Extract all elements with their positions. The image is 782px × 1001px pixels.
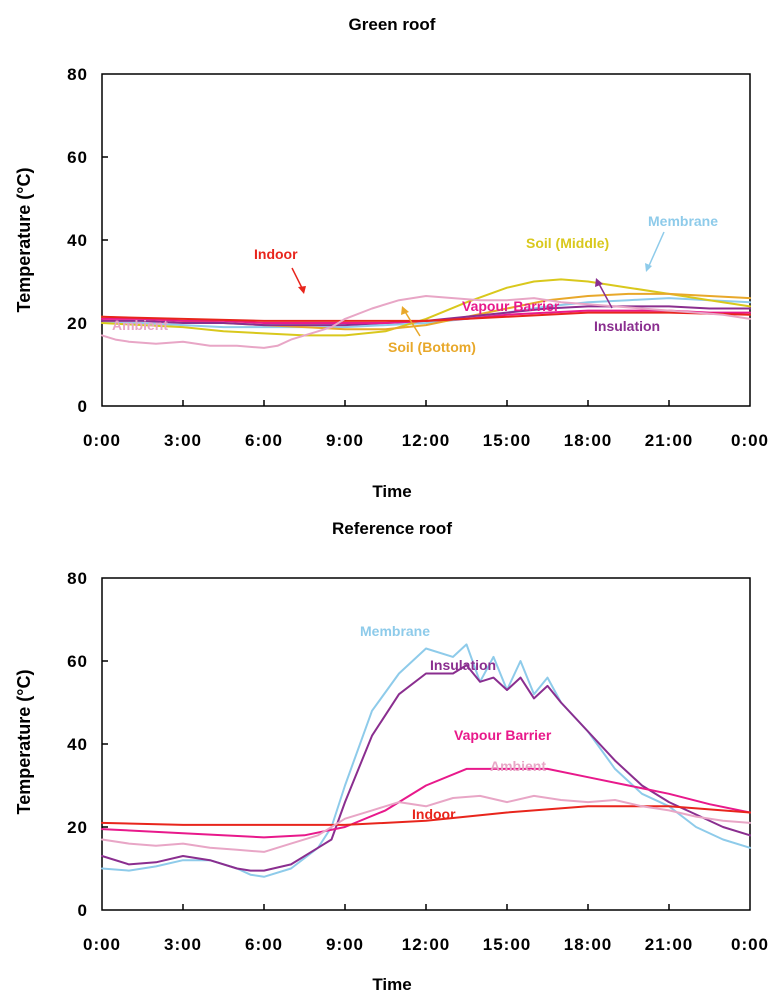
plot-area-frame — [101, 73, 751, 407]
series-line-indoor — [101, 311, 751, 322]
y-tick-label: 40 — [67, 735, 88, 754]
series-line-membrane — [101, 643, 751, 878]
annotation-arrows — [291, 231, 665, 337]
series-line-ambient — [101, 794, 751, 853]
x-tick-label: 6:00 — [245, 431, 283, 450]
chart-title: Green roof — [349, 15, 436, 34]
annotation-indoor: Indoor — [412, 806, 456, 822]
series-line-membrane — [101, 297, 751, 329]
x-tick-label: 15:00 — [483, 431, 531, 450]
series-lines — [101, 278, 751, 349]
y-axis-label: Temperature (°C) — [14, 670, 34, 815]
reference-roof-panel: Reference roof Temperature (°C) Time 0:0… — [14, 519, 769, 994]
membrane-arrowhead-icon — [645, 263, 652, 272]
y-tick-label: 80 — [67, 65, 88, 84]
y-tick-label: 20 — [67, 314, 88, 333]
annotation-ambient: Ambient — [112, 317, 168, 333]
annotation-insulation: Insulation — [430, 657, 496, 673]
x-axis-label: Time — [372, 975, 411, 994]
annotation-ambient: Ambient — [490, 758, 546, 774]
annotation-vapour-barrier: Vapour Barrier — [454, 727, 552, 743]
x-tick-label: 21:00 — [645, 431, 693, 450]
green-roof-panel: Green roof Temperature (°C) Time 0:00 3:0… — [14, 15, 769, 501]
insulation-arrow — [597, 281, 613, 309]
x-tick-label: 6:00 — [245, 935, 283, 954]
x-tick-label: 18:00 — [564, 431, 612, 450]
series-lines — [101, 643, 751, 878]
series-line-ambient — [101, 295, 751, 349]
series-line-insulation — [101, 664, 751, 872]
x-tick-label: 9:00 — [326, 935, 364, 954]
x-tick-label: 3:00 — [164, 431, 202, 450]
x-tick-label: 12:00 — [402, 431, 450, 450]
x-tick-label: 9:00 — [326, 431, 364, 450]
y-tick-label: 40 — [67, 231, 88, 250]
x-tick-label: 12:00 — [402, 935, 450, 954]
soil-bottom-arrowhead-icon — [401, 306, 409, 315]
x-tick-label: 21:00 — [645, 935, 693, 954]
soil-bottom-arrow — [403, 309, 421, 337]
x-axis-label: Time — [372, 482, 411, 501]
ticks: 0:00 3:00 6:00 9:00 12:00 15:00 18:00 21:00 0:00… — [67, 65, 769, 450]
ticks: 0:00 3:00 6:00 9:00 12:00 15:00 18:00 21:00 0:00… — [67, 569, 769, 954]
y-tick-label: 20 — [67, 818, 88, 837]
annotation-insulation: Insulation — [594, 318, 660, 334]
y-tick-label: 60 — [67, 148, 88, 167]
chart-title: Reference roof — [332, 519, 452, 538]
annotation-soil-bottom: Soil (Bottom) — [388, 339, 476, 355]
indoor-arrowhead-icon — [298, 286, 306, 294]
annotation-membrane: Membrane — [360, 623, 430, 639]
series-line-soil-middle — [101, 278, 751, 337]
x-tick-label: 0:00 — [731, 935, 769, 954]
y-tick-label: 0 — [78, 901, 88, 920]
x-tick-label: 0:00 — [83, 431, 121, 450]
x-tick-label: 3:00 — [164, 935, 202, 954]
annotation-membrane: Membrane — [648, 213, 718, 229]
x-tick-label: 0:00 — [731, 431, 769, 450]
annotation-indoor: Indoor — [254, 246, 298, 262]
y-axis-label: Temperature (°C) — [14, 168, 34, 313]
y-tick-label: 0 — [78, 397, 88, 416]
membrane-arrow — [647, 231, 665, 269]
annotation-soil-middle: Soil (Middle) — [526, 235, 609, 251]
x-tick-label: 18:00 — [564, 935, 612, 954]
insulation-arrowhead-icon — [595, 278, 603, 287]
y-tick-label: 80 — [67, 569, 88, 588]
y-tick-label: 60 — [67, 652, 88, 671]
annotation-vapour-barrier: Vapour Barrier — [462, 298, 560, 314]
x-tick-label: 15:00 — [483, 935, 531, 954]
series-line-vapour-barrier — [101, 767, 751, 839]
x-tick-label: 0:00 — [83, 935, 121, 954]
